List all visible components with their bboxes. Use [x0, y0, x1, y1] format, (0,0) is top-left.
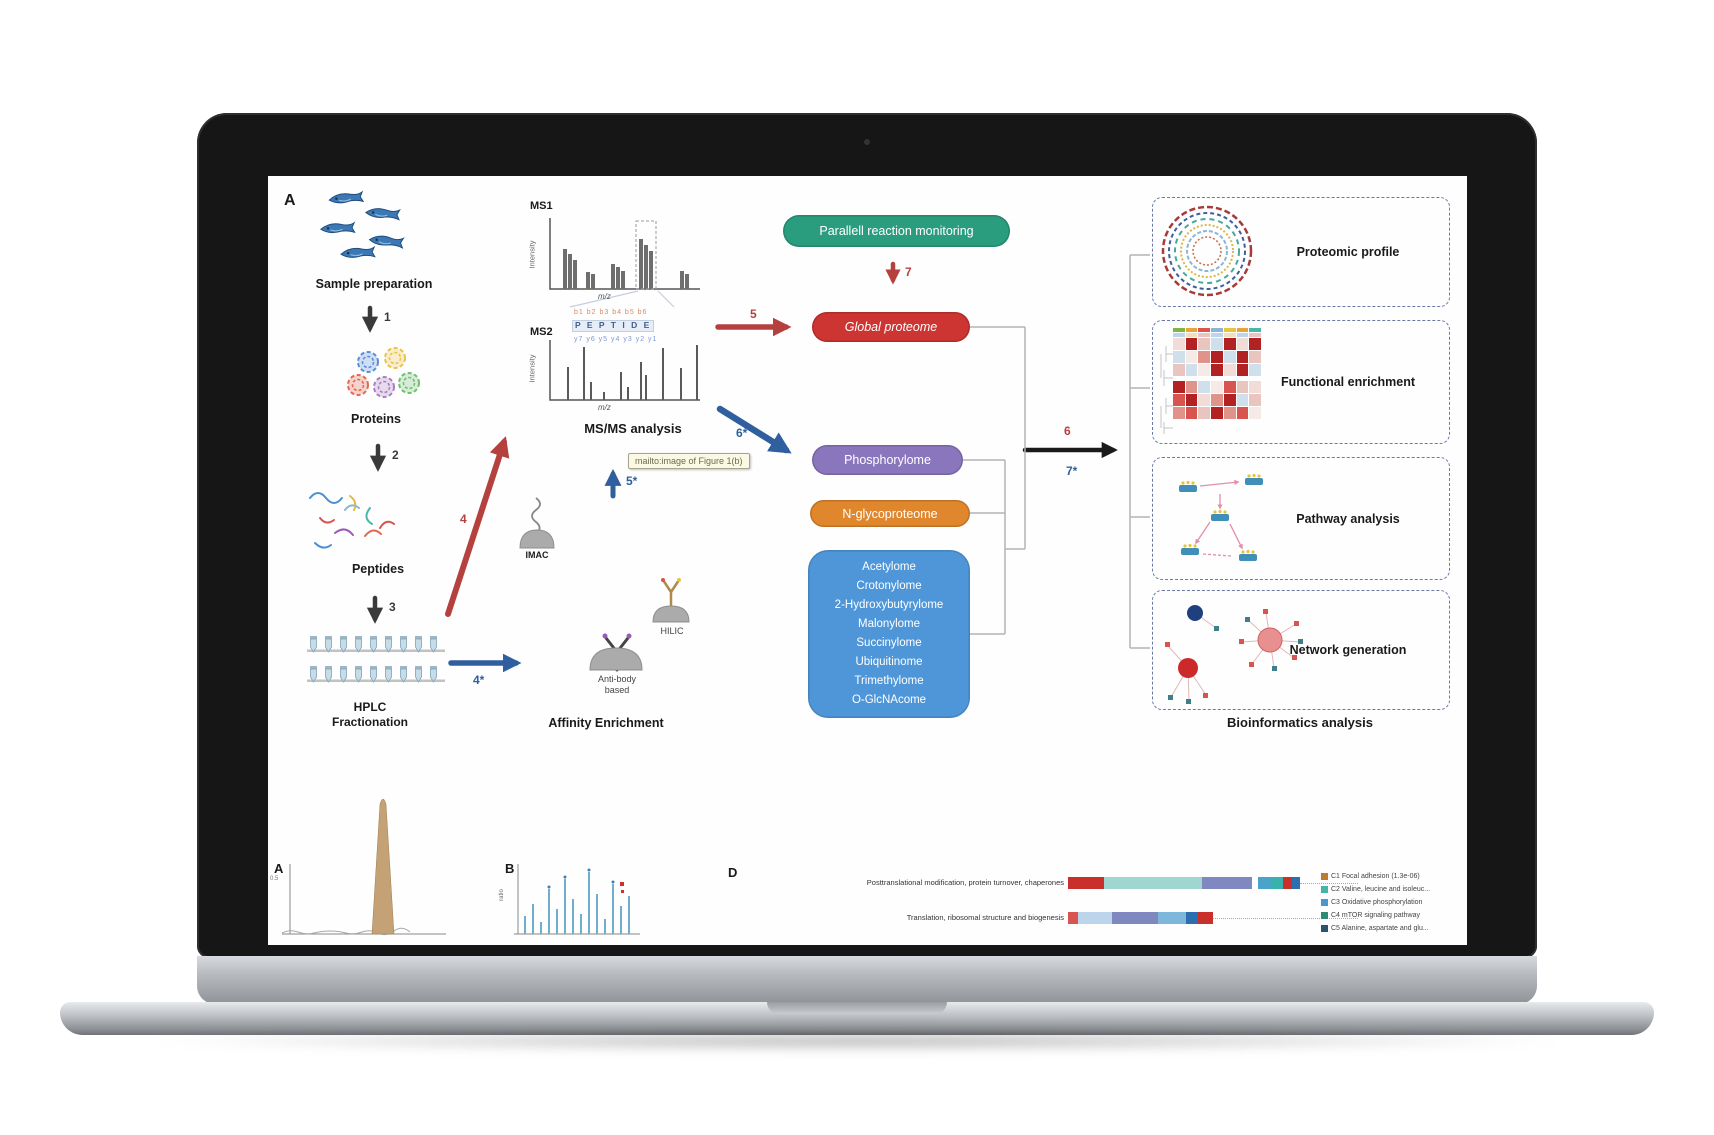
d-row1-stacked-bar: [1068, 877, 1358, 889]
hilic-label: HILIC: [660, 626, 684, 636]
legend-item: C4 mTOR signaling pathway: [1321, 911, 1467, 919]
functional-enrichment-label: Functional enrichment: [1280, 375, 1416, 389]
legend-item: C2 Valine, leucine and isoleuc...: [1321, 885, 1467, 893]
ms2-spectrum: [549, 340, 700, 401]
route-arrows: [445, 261, 1118, 673]
screen-figure: A Sample preparation 1 Proteins 2 Peptid…: [268, 176, 1467, 945]
ptm-item: Trimethylome: [854, 675, 924, 687]
ptm-item: O-GlcNAcome: [851, 694, 927, 706]
bottom-panel-d-label: D: [728, 865, 738, 880]
ms1-mz-axis-label: m/z: [598, 292, 611, 301]
network-generation-panel: Network generation: [1152, 590, 1450, 710]
flow-arrows: [361, 305, 387, 624]
circos-plot: [1161, 205, 1253, 297]
msms-analysis-label: MS/MS analysis: [584, 421, 682, 436]
ptm-item: 2-Hydroxybutyrylome: [834, 599, 944, 611]
step-6-label: 6: [1064, 424, 1071, 438]
functional-enrichment-panel: Functional enrichment: [1152, 320, 1450, 444]
bottom-panel-a-plot: [281, 798, 446, 936]
proteomic-profile-panel: Proteomic profile: [1152, 197, 1450, 307]
antibody-label-line2: based: [604, 685, 630, 695]
proteins-label: Proteins: [350, 412, 401, 426]
b-ion-series-label: b1 b2 b3 b4 b5 b6: [574, 309, 648, 316]
figure-artwork: [281, 191, 1303, 936]
figure-link-tooltip: mailto:image of Figure 1(b): [628, 453, 750, 469]
peptide-sequence-label: P E P T I D E: [572, 320, 655, 332]
legend-item: C5 Alanine, aspartate and glu...: [1321, 924, 1467, 932]
hilic-icon: [652, 578, 690, 623]
step-6star-label: 6*: [736, 426, 748, 440]
ms1-label: MS1: [530, 200, 553, 212]
webcam-dot: [864, 139, 870, 145]
step-7star-label: 7*: [1066, 464, 1078, 478]
step-5star-label: 5*: [626, 474, 638, 488]
ptm-item: Crotonylome: [856, 580, 922, 592]
ms2-label: MS2: [530, 326, 553, 338]
figure-panel-a-label: A: [284, 192, 296, 209]
bioinformatics-analysis-label: Bioinformatics analysis: [1227, 715, 1373, 730]
protein-blobs-icon: [347, 347, 420, 398]
legend-item: C3 Oxidative phosphorylation: [1321, 898, 1467, 906]
bottom-panel-b-plot: [514, 864, 640, 935]
fish-icons: [319, 191, 405, 260]
ms1-spectrum: [549, 218, 700, 308]
ms2-mz-axis-label: m/z: [598, 403, 611, 412]
heatmap: [1173, 328, 1262, 420]
ptm-item: Acetylome: [862, 561, 916, 573]
step-2-label: 2: [392, 448, 399, 462]
pathway-analysis-panel: Pathway analysis: [1152, 457, 1450, 580]
sample-preparation-label: Sample preparation: [315, 277, 433, 291]
dendrogram: [1160, 346, 1173, 434]
ms1-intensity-axis-label: Intensity: [527, 240, 537, 269]
network-diagram: [1165, 605, 1303, 704]
ptm-item: Ubiquitinome: [855, 656, 923, 668]
d-row2-category-label: Translation, ribosomal structure and bio…: [906, 913, 1064, 922]
pathway-analysis-label: Pathway analysis: [1296, 511, 1400, 526]
step-4-label: 4: [460, 512, 467, 526]
peptides-icon: [309, 492, 395, 549]
bracket-lines: [963, 254, 1150, 649]
network-generation-label: Network generation: [1289, 643, 1407, 657]
d-legend: C1 Focal adhesion (1.3e-06) C2 Valine, le…: [1321, 872, 1467, 937]
affinity-enrichment-label: Affinity Enrichment: [548, 716, 664, 730]
ptm-item: Succinylome: [856, 637, 922, 649]
imac-label: IMAC: [525, 550, 549, 560]
pathway-diagram: [1179, 473, 1263, 561]
ms2-intensity-axis-label: Intensity: [527, 354, 537, 383]
d-row1-category-label: Posttranslational modification, protein …: [866, 878, 1064, 887]
laptop-chin: [197, 956, 1537, 1004]
hplc-rack-icon: [307, 635, 445, 683]
hplc-label: HPLC: [353, 700, 387, 714]
imac-icon: [519, 497, 555, 549]
n-glycoproteome-box: N-glycoproteome: [810, 500, 970, 527]
step-5-label: 5: [750, 307, 757, 321]
antibody-label-line1: Anti-body: [597, 674, 637, 684]
proteomic-profile-label: Proteomic profile: [1296, 245, 1400, 259]
global-proteome-box: Global proteome: [812, 312, 970, 342]
bottom-panel-a-label: A: [274, 861, 284, 876]
bottom-panel-a-tick: 0.5: [270, 876, 279, 882]
phosphorylome-box: Phosphorylome: [812, 445, 963, 475]
fractionation-label: Fractionation: [331, 715, 408, 729]
step-7-label: 7: [905, 265, 912, 279]
step-3-label: 3: [389, 600, 396, 614]
bottom-panel-b-label: B: [505, 861, 515, 876]
bottom-panel-b-axis-label: ratio: [498, 889, 505, 901]
step-1-label: 1: [384, 310, 391, 324]
step-4star-label: 4*: [473, 673, 485, 687]
peptides-label: Peptides: [351, 562, 405, 576]
legend-item: C1 Focal adhesion (1.3e-06): [1321, 872, 1467, 880]
d-row2-stacked-bar: [1068, 912, 1358, 924]
antibody-icon: [589, 633, 643, 672]
ptm-item: Malonylome: [858, 618, 920, 630]
ptm-list-box: Acetylome Crotonylome 2-Hydroxybutyrylome M…: [808, 550, 970, 718]
parallel-reaction-monitoring-box: Parallell reaction monitoring: [783, 215, 1010, 247]
laptop-base-notch: [767, 1002, 947, 1014]
laptop-shadow: [130, 1030, 1584, 1052]
y-ion-series-label: y7 y6 y5 y4 y3 y2 y1: [574, 336, 658, 343]
